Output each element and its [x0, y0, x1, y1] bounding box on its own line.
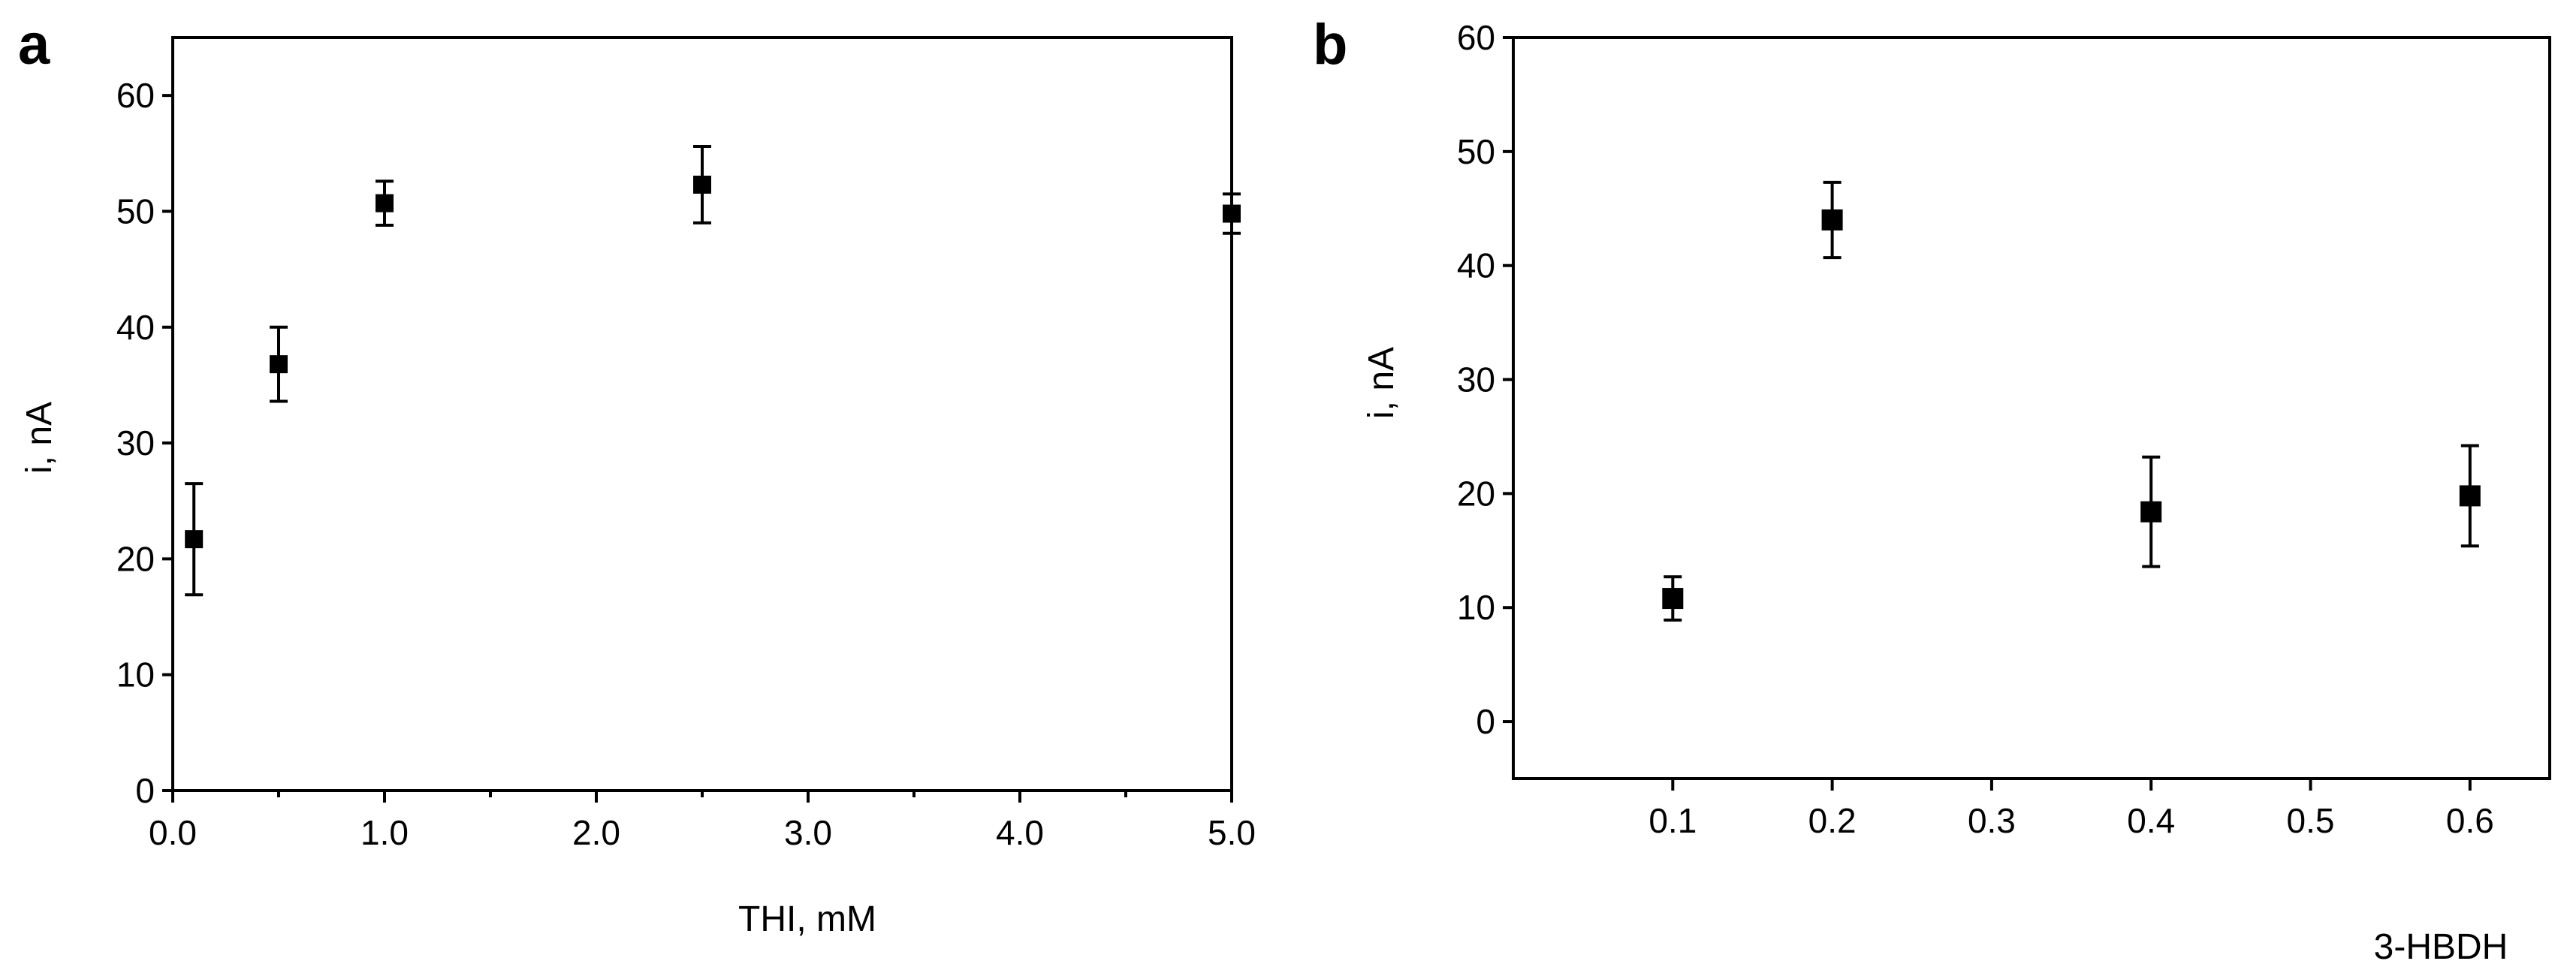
y-tick-label: 0 — [1476, 702, 1495, 741]
x-tick-label: 0.3 — [1968, 801, 2016, 840]
x-axis-ticks-b: 0.1 0.2 0.3 0.4 0.5 0.6 — [1648, 779, 2494, 840]
x-axis-ticks-a: 0.0 1.0 2.0 3.0 4.0 5.0 — [149, 791, 1256, 852]
y-tick-label: 60 — [116, 76, 155, 115]
y-tick-label: 10 — [1457, 588, 1495, 627]
y-tick-label: 30 — [116, 423, 155, 462]
y-tick-label: 0 — [135, 771, 155, 810]
y-tick-label: 30 — [1457, 360, 1495, 399]
data-marker — [1662, 588, 1684, 610]
y-tick-label: 50 — [1457, 132, 1495, 171]
y-tick-label: 10 — [116, 655, 155, 694]
data-marker — [270, 355, 288, 374]
x-tick-label: 4.0 — [996, 813, 1044, 852]
x-axis-label-b: 3-HBDH — [2374, 927, 2508, 967]
x-tick-label: 0.2 — [1808, 801, 1857, 840]
data-points-a — [185, 145, 1241, 597]
data-marker — [2140, 501, 2162, 523]
y-tick-label: 20 — [116, 539, 155, 578]
panel-letter-b: b — [1313, 13, 1347, 77]
x-tick-label: 2.0 — [572, 813, 620, 852]
data-marker — [185, 530, 204, 549]
data-point — [1821, 180, 1843, 260]
data-point — [2140, 455, 2162, 568]
y-axis-ticks-b: 0 10 20 30 40 50 60 — [1457, 18, 1513, 741]
x-tick-label: 0.4 — [2127, 801, 2175, 840]
x-tick-label: 0.6 — [2446, 801, 2494, 840]
data-point — [1223, 192, 1241, 235]
data-point — [1662, 575, 1684, 622]
y-tick-label: 40 — [1457, 246, 1495, 285]
chart-panel-b: b 0 10 20 30 40 50 60 0.1 0.2 0.3 0.4 0.5 0.6 i, nA… — [1313, 13, 2551, 967]
data-marker — [2459, 485, 2481, 507]
x-tick-label: 0.0 — [149, 813, 197, 852]
data-point — [376, 179, 394, 227]
x-axis-label-a: THI, mM — [738, 899, 876, 939]
y-tick-label: 40 — [116, 308, 155, 347]
data-point — [2459, 444, 2481, 548]
y-tick-label: 60 — [1457, 18, 1495, 57]
panel-letter-a: a — [18, 13, 50, 77]
y-axis-ticks-a: 0 10 20 30 40 50 60 — [116, 76, 173, 810]
y-tick-label: 50 — [116, 191, 155, 230]
y-tick-label: 20 — [1457, 474, 1495, 513]
x-tick-label: 0.5 — [2287, 801, 2335, 840]
x-tick-label: 1.0 — [360, 813, 409, 852]
data-point — [693, 145, 711, 224]
data-marker — [376, 194, 394, 212]
plot-frame-b — [1512, 36, 2551, 780]
data-points-b — [1662, 180, 2481, 622]
data-point — [185, 482, 204, 597]
chart-panel-a: a 0 10 20 30 40 50 60 0.0 1.0 2.0 3.0 4.0 5.0 i, nA… — [18, 13, 1256, 939]
x-tick-label: 3.0 — [784, 813, 832, 852]
data-marker — [1821, 209, 1843, 230]
data-marker — [693, 175, 711, 194]
y-axis-label-a: i, nA — [20, 402, 59, 474]
data-point — [270, 325, 288, 403]
data-marker — [1223, 204, 1241, 223]
x-tick-label: 0.1 — [1648, 801, 1697, 840]
y-axis-label-b: i, nA — [1362, 347, 1401, 419]
x-tick-label: 5.0 — [1208, 813, 1256, 852]
